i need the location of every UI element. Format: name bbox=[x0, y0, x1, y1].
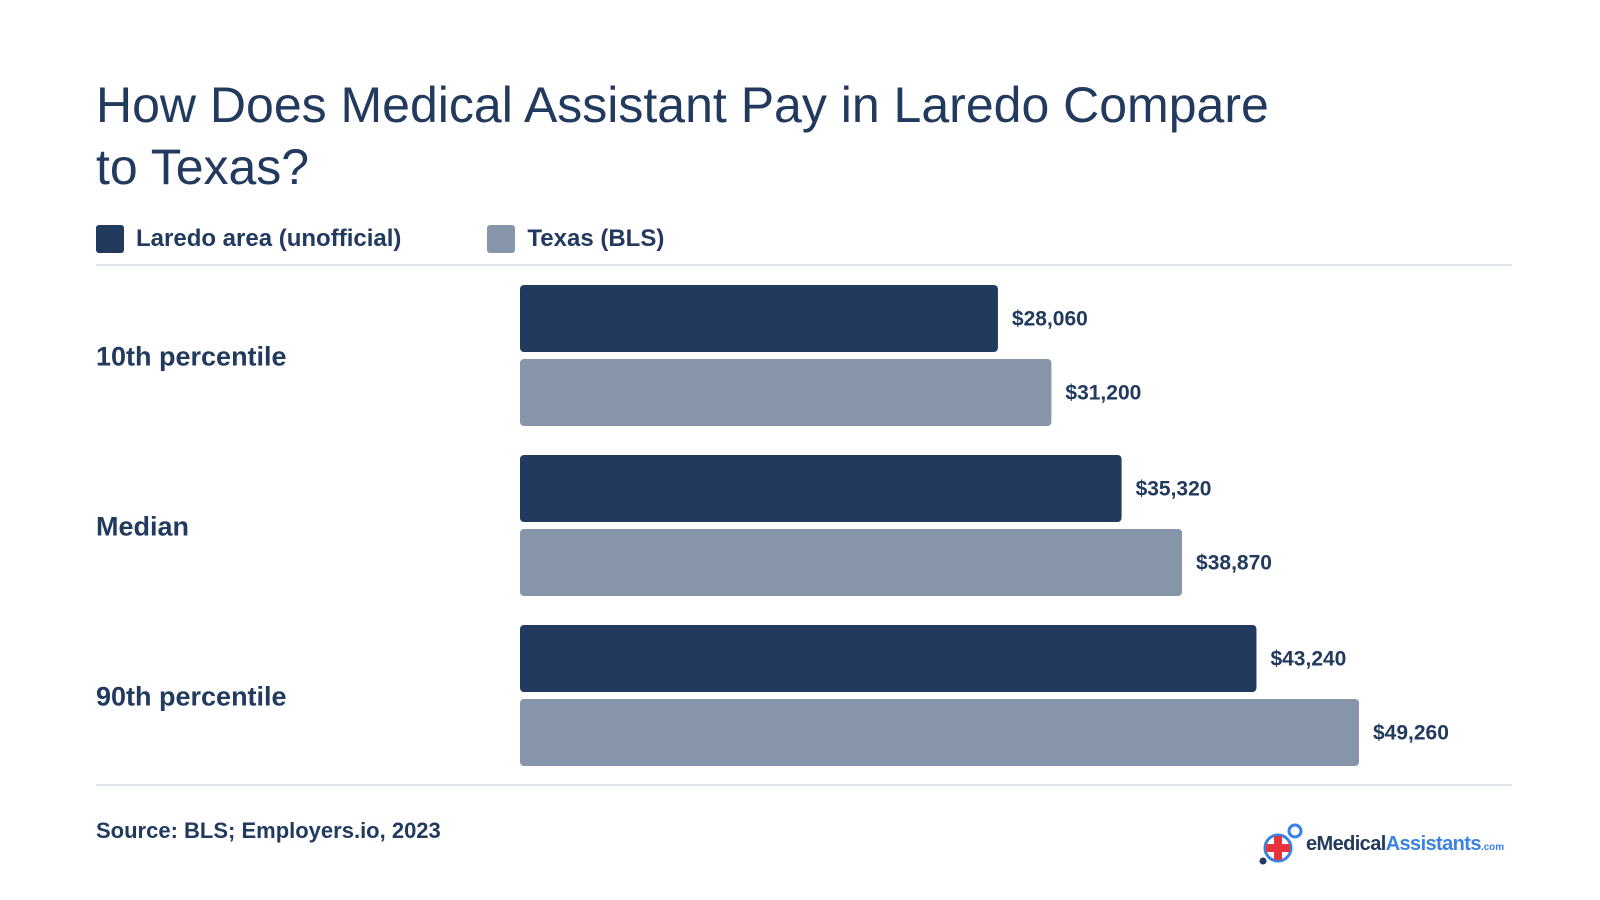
value-label-texas-90th-percentile: $49,260 bbox=[1373, 722, 1449, 745]
source-note: Source: BLS; Employers.io, 2023 bbox=[96, 818, 441, 843]
site-logo: eMedicalAssistants.com bbox=[1258, 822, 1504, 866]
category-label-median: Median bbox=[96, 512, 189, 542]
category-label-10th-percentile: 10th percentile bbox=[96, 342, 287, 372]
logo-text: eMedicalAssistants.com bbox=[1306, 833, 1504, 856]
bar-laredo-90th-percentile bbox=[520, 625, 1257, 692]
bar-texas-10th-percentile bbox=[520, 359, 1052, 426]
legend-item-texas: Texas (BLS) bbox=[487, 225, 664, 253]
value-label-laredo-90th-percentile: $43,240 bbox=[1270, 648, 1346, 671]
legend-label-texas: Texas (BLS) bbox=[527, 225, 665, 252]
bar-texas-90th-percentile bbox=[520, 699, 1359, 766]
value-label-laredo-10th-percentile: $28,060 bbox=[1012, 308, 1088, 331]
legend-label-laredo: Laredo area (unofficial) bbox=[136, 225, 402, 252]
value-label-texas-10th-percentile: $31,200 bbox=[1065, 382, 1141, 405]
logo-text-suffix: .com bbox=[1480, 841, 1505, 853]
logo-text-prefix: eMedical bbox=[1306, 832, 1386, 855]
value-label-texas-median: $38,870 bbox=[1196, 552, 1272, 575]
logo-text-highlight: Assistants bbox=[1385, 832, 1482, 855]
bar-texas-median bbox=[520, 529, 1183, 596]
legend-swatch-texas bbox=[487, 225, 516, 253]
bar-laredo-10th-percentile bbox=[520, 285, 998, 352]
chart-title: How Does Medical Assistant Pay in Laredo… bbox=[96, 77, 1269, 195]
bar-laredo-median bbox=[520, 455, 1122, 522]
bottom-divider bbox=[96, 784, 1512, 786]
category-label-90th-percentile: 90th percentile bbox=[96, 682, 287, 712]
legend-swatch-laredo bbox=[96, 225, 124, 253]
legend-item-laredo: Laredo area (unofficial) bbox=[96, 225, 401, 253]
top-divider bbox=[96, 264, 1512, 266]
medical-cross-icon bbox=[1259, 823, 1303, 865]
value-label-laredo-median: $35,320 bbox=[1136, 478, 1212, 501]
legend: Laredo area (unofficial) Texas (BLS) bbox=[96, 224, 750, 254]
